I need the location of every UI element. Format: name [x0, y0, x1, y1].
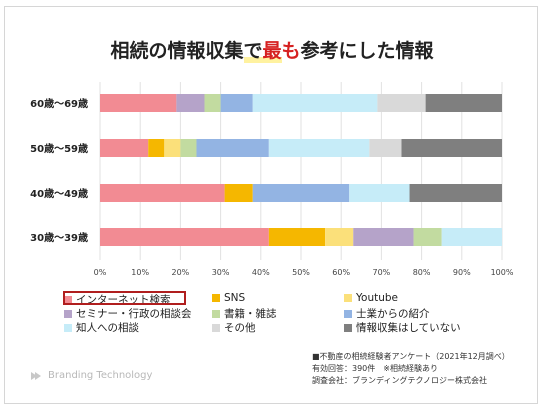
legend-label: 士業からの紹介 — [356, 308, 430, 320]
category-label: 30歳～39歳 — [30, 231, 88, 244]
x-tick-label: 50% — [292, 268, 310, 277]
legend-swatch — [344, 323, 352, 332]
bar-segment — [100, 228, 269, 246]
bar-segment — [100, 94, 177, 112]
legend-swatch — [344, 309, 352, 318]
bar-segment — [252, 184, 350, 202]
legend-item: セミナー・行政の相談会 — [64, 306, 192, 321]
legend-swatch — [212, 294, 220, 302]
bar-segment — [409, 184, 502, 202]
bar-segment — [148, 139, 165, 157]
chart-title: 相続の情報収集で最も参考にした情報 — [0, 36, 544, 63]
legend-swatch — [344, 294, 352, 302]
x-tick-label: 80% — [413, 268, 431, 277]
bar-segment — [353, 228, 414, 246]
legend-label: セミナー・行政の相談会 — [76, 308, 192, 320]
chart-legend: インターネット検索 SNS Youtube セミナー・行政の相談会 書籍・雑誌 士業からの… — [60, 291, 540, 341]
bar-segment — [180, 139, 197, 157]
bar-segment — [220, 94, 253, 112]
bar-segment — [268, 139, 370, 157]
note-line: 調査会社：ブランディングテクノロジー株式会社 — [312, 376, 487, 385]
bar-segment — [100, 184, 225, 202]
legend-label: その他 — [224, 322, 256, 334]
legend-label: Youtube — [356, 292, 398, 304]
x-tick-label: 0% — [94, 268, 107, 277]
survey-notes: ■不動産の相続経験者アンケート（2021年12月調べ） 有効回答：390件 ※相… — [312, 351, 510, 387]
title-highlight-underline — [244, 57, 282, 63]
x-tick-label: 10% — [131, 268, 149, 277]
x-tick-label: 70% — [373, 268, 391, 277]
legend-swatch — [212, 309, 220, 318]
bar-segment — [196, 139, 269, 157]
bar-segment — [441, 228, 502, 246]
legend-item: Youtube — [344, 292, 398, 304]
bar-segment — [204, 94, 221, 112]
x-tick-label: 40% — [252, 268, 270, 277]
title-part-1: 相続の情報収集で — [110, 40, 263, 62]
bar-segment — [268, 228, 326, 246]
x-tick-label: 100% — [491, 268, 514, 277]
x-tick-label: 90% — [453, 268, 471, 277]
chart-frame — [4, 6, 538, 404]
legend-item: 書籍・雑誌 — [212, 306, 277, 321]
legend-label: 情報収集はしていない — [356, 322, 461, 334]
bar-segment — [369, 139, 402, 157]
legend-label: 知人への相談 — [76, 322, 139, 334]
legend-item: 知人への相談 — [64, 320, 139, 335]
note-line: 有効回答：390件 ※相続経験あり — [312, 364, 438, 373]
bar-segment — [349, 184, 410, 202]
legend-item: その他 — [212, 320, 256, 335]
legend-swatch — [64, 295, 72, 304]
bar-segment — [413, 228, 442, 246]
note-line: ■不動産の相続経験者アンケート（2021年12月調べ） — [312, 352, 510, 361]
legend-highlight-box — [63, 291, 186, 305]
x-tick-label: 20% — [172, 268, 190, 277]
brand-arrow-icon — [31, 371, 41, 380]
title-highlight: 最も — [262, 40, 301, 62]
brand-name: Branding Technology — [48, 370, 153, 381]
bar-segment — [176, 94, 205, 112]
legend-item: 情報収集はしていない — [344, 320, 461, 335]
bar-segment — [100, 139, 149, 157]
legend-swatch — [64, 309, 72, 318]
bar-segment — [252, 94, 378, 112]
brand-logo: Branding Technology — [30, 370, 152, 381]
x-tick-label: 30% — [212, 268, 230, 277]
category-label: 60歳～69歳 — [30, 97, 88, 110]
bar-segment — [377, 94, 426, 112]
bar-segment — [164, 139, 181, 157]
legend-item: 士業からの紹介 — [344, 306, 430, 321]
legend-swatch — [212, 323, 220, 332]
bar-segment — [425, 94, 502, 112]
legend-label: 書籍・雑誌 — [224, 308, 277, 320]
legend-label: SNS — [224, 292, 246, 304]
legend-swatch — [64, 323, 72, 332]
legend-item: SNS — [212, 292, 245, 304]
bar-segment — [325, 228, 354, 246]
title-part-2: 参考にした情報 — [300, 40, 434, 62]
category-label: 50歳～59歳 — [30, 142, 88, 155]
category-label: 40歳～49歳 — [30, 187, 88, 200]
x-tick-label: 60% — [332, 268, 350, 277]
bar-segment — [401, 139, 502, 157]
bar-segment — [224, 184, 253, 202]
